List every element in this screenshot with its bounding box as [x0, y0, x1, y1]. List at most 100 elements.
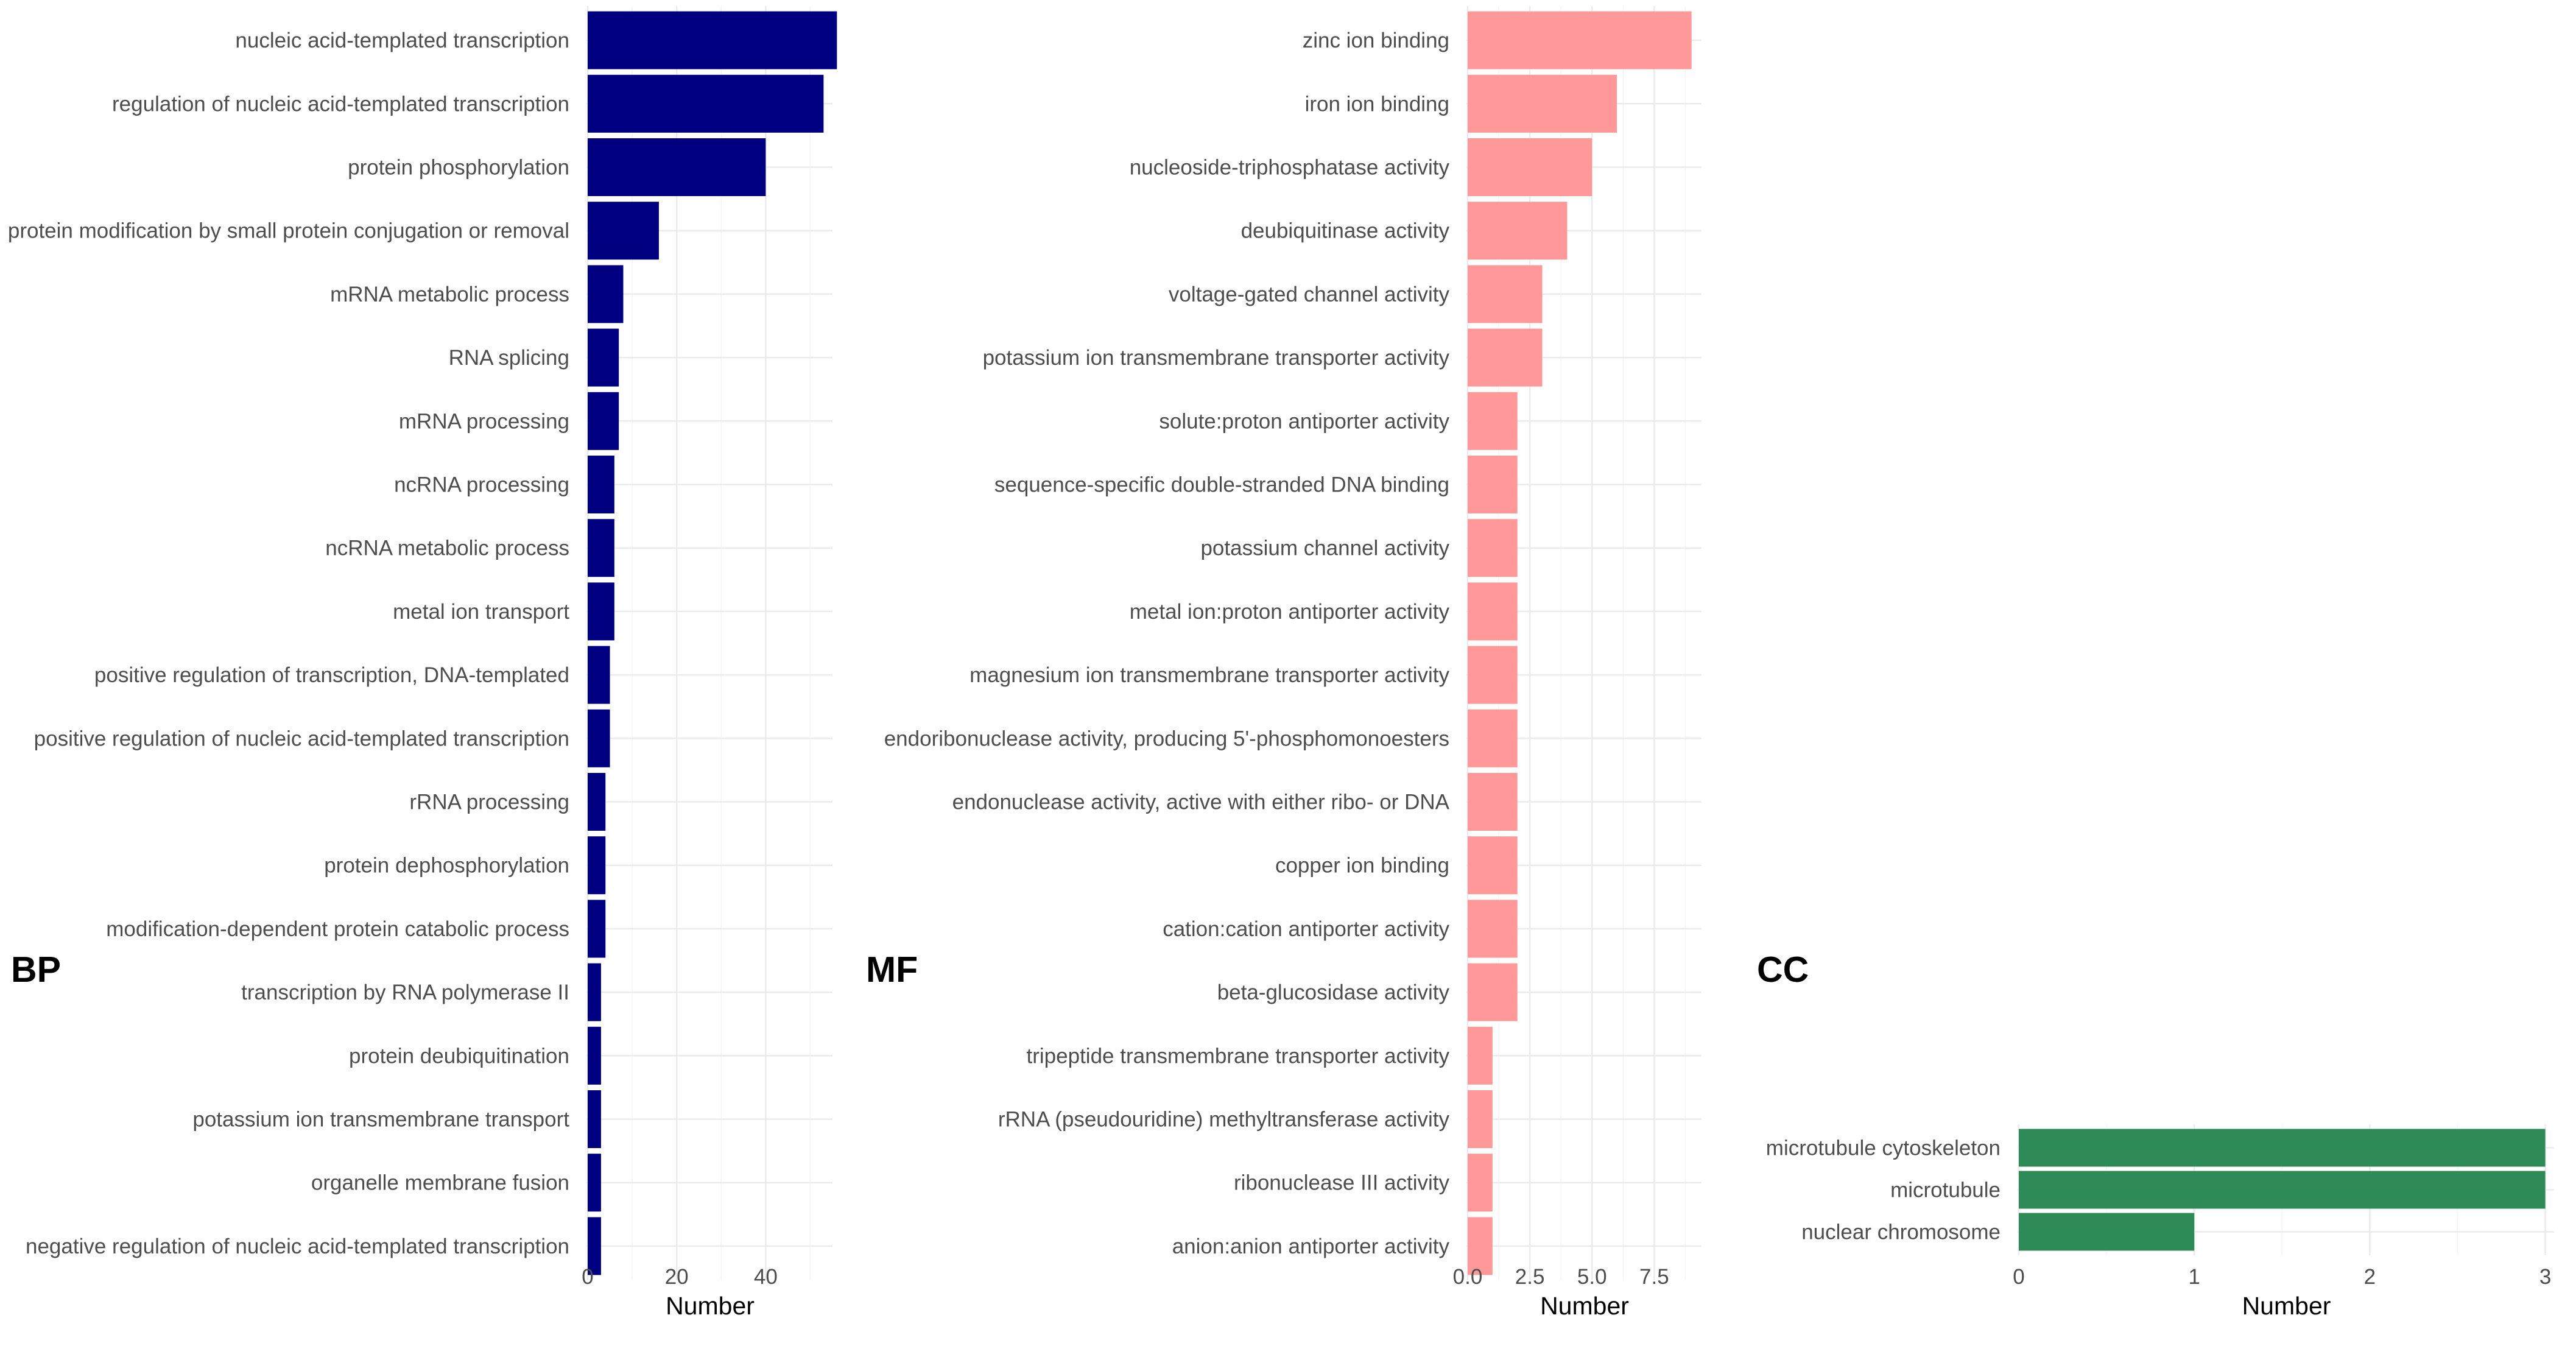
mf-bar	[1468, 519, 1518, 577]
cc-category-label: nuclear chromosome	[1801, 1221, 2001, 1244]
bp-category-label: modification-dependent protein catabolic…	[106, 917, 569, 941]
mf-bar	[1468, 773, 1518, 831]
mf-x-tick-label: 0.0	[1453, 1265, 1483, 1289]
bp-bar	[588, 456, 614, 513]
bp-x-tick-label: 20	[665, 1265, 689, 1289]
mf-x-tick-label: 5.0	[1577, 1265, 1607, 1289]
bp-panel-tag: BP	[11, 950, 61, 990]
bp-bar	[588, 963, 601, 1021]
bp-bar	[588, 392, 619, 450]
bp-panel: nucleic acid-templated transcription regu…	[8, 6, 837, 1320]
mf-bar	[1468, 456, 1518, 513]
bp-bar	[588, 1090, 601, 1148]
bp-bar	[588, 138, 766, 196]
bp-category-label: nucleic acid-templated transcription	[235, 29, 569, 52]
mf-bar	[1468, 900, 1518, 958]
cc-x-tick-label: 1	[2188, 1265, 2200, 1289]
mf-category-label: sequence-specific double-stranded DNA bi…	[994, 473, 1449, 497]
mf-bar	[1468, 138, 1592, 196]
mf-panel-tag: MF	[866, 950, 918, 990]
bp-category-label: positive regulation of nucleic acid-temp…	[34, 727, 569, 750]
bp-bar	[588, 836, 606, 895]
mf-x-tick-label: 7.5	[1639, 1265, 1669, 1289]
mf-category-label: anion:anion antiporter activity	[1172, 1235, 1450, 1258]
cc-panel-tag: CC	[1757, 950, 1809, 990]
mf-bar	[1468, 265, 1543, 323]
mf-category-label: endonuclease activity, active with eithe…	[952, 791, 1450, 814]
bp-bar	[588, 1154, 601, 1212]
mf-bar	[1468, 582, 1518, 641]
mf-category-label: metal ion:proton antiporter activity	[1130, 600, 1450, 624]
bp-category-label: positive regulation of transcription, DN…	[94, 663, 569, 687]
cc-bar	[2019, 1129, 2546, 1167]
mf-bar	[1468, 74, 1617, 133]
cc-x-tick-label: 2	[2364, 1265, 2376, 1289]
mf-bar	[1468, 11, 1692, 69]
mf-category-label: solute:proton antiporter activity	[1159, 409, 1449, 433]
mf-category-label: tripeptide transmembrane transporter act…	[1027, 1044, 1450, 1068]
mf-bar	[1468, 328, 1543, 387]
mf-category-label: zinc ion binding	[1303, 29, 1449, 52]
bp-category-label: metal ion transport	[393, 600, 569, 624]
mf-category-label: potassium ion transmembrane transporter …	[983, 346, 1450, 370]
mf-category-label: voltage-gated channel activity	[1169, 283, 1450, 306]
bp-x-tick-label: 0	[582, 1265, 593, 1289]
mf-category-label: iron ion binding	[1305, 92, 1449, 116]
cc-category-label: microtubule	[1890, 1179, 2001, 1202]
bp-category-label: mRNA metabolic process	[330, 283, 569, 306]
bp-x-tick-label: 40	[754, 1265, 778, 1289]
bp-category-label: negative regulation of nucleic acid-temp…	[26, 1235, 569, 1258]
cc-x-axis-title: Number	[2242, 1292, 2331, 1320]
mf-bar	[1468, 709, 1518, 767]
cc-x-tick-label: 3	[2539, 1265, 2551, 1289]
mf-category-label: ribonuclease III activity	[1234, 1171, 1450, 1195]
bp-x-axis-title: Number	[666, 1292, 755, 1320]
bp-category-label: ncRNA metabolic process	[325, 537, 569, 560]
bp-bar	[588, 773, 606, 831]
bp-category-label: organelle membrane fusion	[311, 1171, 569, 1195]
bp-bar	[588, 265, 624, 323]
mf-category-label: copper ion binding	[1275, 854, 1449, 878]
bp-category-label: rRNA processing	[409, 791, 569, 814]
bp-category-label: transcription by RNA polymerase II	[241, 981, 569, 1004]
mf-category-label: potassium channel activity	[1200, 537, 1449, 560]
bp-bar	[588, 11, 837, 69]
mf-bar	[1468, 836, 1518, 895]
mf-bar	[1468, 646, 1518, 704]
bp-bar	[588, 519, 614, 577]
mf-bar	[1468, 202, 1568, 260]
mf-bar	[1468, 1026, 1493, 1085]
bp-category-label: ncRNA processing	[394, 473, 569, 497]
bp-category-label: mRNA processing	[399, 409, 569, 433]
bp-category-label: protein modification by small protein co…	[8, 219, 569, 243]
cc-bar	[2019, 1171, 2546, 1209]
bp-bar	[588, 1026, 601, 1085]
mf-category-label: cation:cation antiporter activity	[1163, 917, 1449, 941]
bp-bar	[588, 709, 610, 767]
mf-x-axis-title: Number	[1540, 1292, 1629, 1320]
mf-bar	[1468, 1090, 1493, 1148]
mf-bar	[1468, 1217, 1493, 1275]
mf-category-label: deubiquitinase activity	[1241, 219, 1450, 243]
bp-bar	[588, 202, 659, 260]
bp-bar	[588, 900, 606, 958]
mf-bar	[1468, 963, 1518, 1021]
mf-category-label: magnesium ion transmembrane transporter …	[970, 663, 1449, 687]
bp-bar	[588, 1217, 601, 1275]
cc-x-tick-label: 0	[2013, 1265, 2024, 1289]
bp-category-label: protein deubiquitination	[349, 1044, 569, 1068]
cc-category-label: microtubule cytoskeleton	[1766, 1137, 2001, 1160]
bp-category-label: protein dephosphorylation	[324, 854, 569, 878]
bp-bar	[588, 646, 610, 704]
bp-bar	[588, 74, 824, 133]
bp-bar	[588, 582, 614, 641]
mf-bar	[1468, 392, 1518, 450]
mf-category-label: nucleoside-triphosphatase activity	[1130, 156, 1450, 180]
bp-category-label: protein phosphorylation	[348, 156, 569, 180]
mf-category-label: rRNA (pseudouridine) methyltransferase a…	[998, 1108, 1450, 1132]
mf-panel: zinc ion binding iron ion binding nucleosi…	[866, 6, 1701, 1320]
mf-category-label: beta-glucosidase activity	[1217, 981, 1450, 1004]
bp-category-label: RNA splicing	[449, 346, 569, 370]
mf-bar	[1468, 1154, 1493, 1212]
